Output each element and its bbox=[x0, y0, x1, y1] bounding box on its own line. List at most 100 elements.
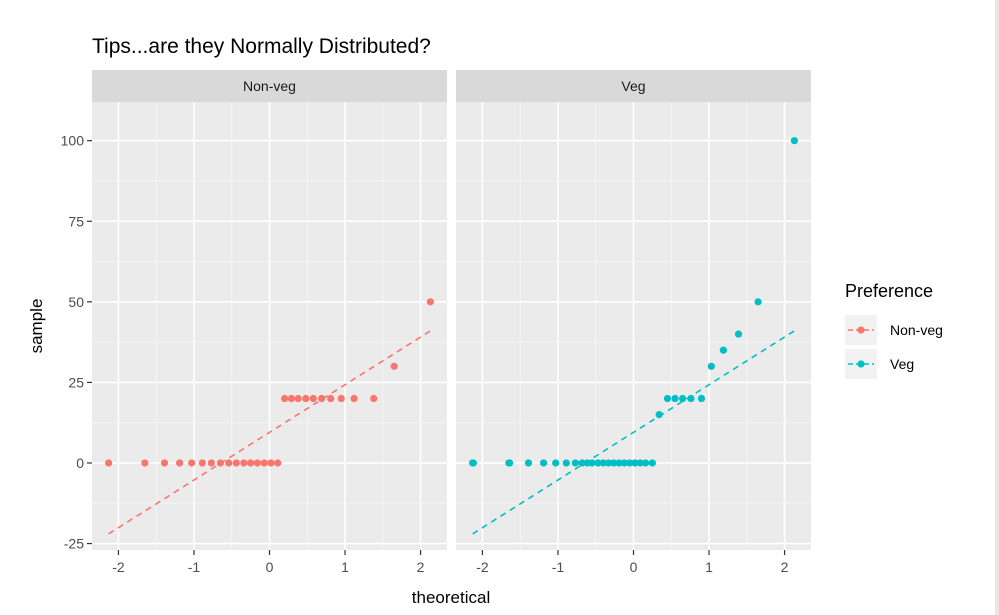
data-point-veg bbox=[524, 459, 533, 467]
data-point-non-veg bbox=[253, 459, 262, 467]
legend-title: Preference bbox=[845, 281, 933, 301]
data-point-veg bbox=[631, 459, 639, 467]
data-point-veg bbox=[655, 411, 663, 419]
data-point-non-veg bbox=[207, 459, 215, 467]
data-point-non-veg bbox=[232, 459, 240, 467]
data-point-non-veg bbox=[188, 459, 196, 467]
data-point-non-veg bbox=[176, 459, 184, 467]
data-point-veg bbox=[663, 394, 672, 403]
data-point-veg bbox=[626, 459, 634, 467]
x-tick-label: 2 bbox=[781, 559, 789, 575]
data-point-veg bbox=[588, 459, 596, 467]
strip-background-non-veg bbox=[92, 70, 447, 102]
data-point-veg bbox=[641, 459, 650, 467]
x-tick-label: 2 bbox=[417, 559, 425, 575]
grid-veg bbox=[456, 102, 811, 550]
data-point-non-veg bbox=[267, 459, 275, 467]
reference-line-non-veg bbox=[108, 330, 431, 535]
legend-point-non-veg bbox=[857, 326, 865, 334]
data-point-veg bbox=[790, 137, 798, 145]
data-point-veg bbox=[594, 459, 602, 467]
points-non-veg bbox=[105, 298, 434, 467]
legend-label-veg: Veg bbox=[890, 356, 914, 372]
data-point-veg bbox=[707, 362, 715, 370]
data-point-veg bbox=[578, 459, 586, 467]
data-point-non-veg bbox=[294, 394, 302, 403]
y-axis: -25 0 25 50 75 100 bbox=[61, 133, 92, 552]
data-point-veg bbox=[506, 459, 514, 467]
panel-non-veg: Non-veg bbox=[92, 70, 447, 550]
reference-line-veg bbox=[472, 330, 795, 535]
y-tick-label: 75 bbox=[68, 213, 84, 229]
grid-non-veg bbox=[92, 102, 447, 550]
data-point-veg bbox=[620, 459, 629, 467]
panel-veg: Veg bbox=[456, 70, 811, 550]
y-tick-label: 25 bbox=[68, 374, 84, 390]
x-tick-label: -2 bbox=[476, 559, 489, 575]
data-point-veg bbox=[552, 459, 560, 467]
data-point-non-veg bbox=[302, 394, 310, 403]
data-point-veg bbox=[678, 394, 687, 403]
data-point-non-veg bbox=[141, 459, 149, 467]
data-point-veg bbox=[562, 459, 570, 467]
data-point-non-veg bbox=[247, 459, 255, 467]
data-point-non-veg bbox=[225, 459, 233, 467]
data-point-non-veg bbox=[337, 394, 345, 403]
points-veg bbox=[469, 137, 798, 467]
data-point-non-veg bbox=[318, 394, 326, 403]
data-point-veg bbox=[540, 459, 548, 467]
strip-label-veg: Veg bbox=[621, 78, 645, 94]
legend-point-veg bbox=[857, 360, 865, 368]
strip-background-veg bbox=[456, 70, 811, 102]
data-point-veg bbox=[636, 459, 644, 467]
chart-title: Tips...are they Normally Distributed? bbox=[92, 35, 431, 58]
data-point-veg bbox=[469, 459, 477, 467]
data-point-non-veg bbox=[198, 459, 206, 467]
x-tick-label: 0 bbox=[266, 559, 274, 575]
strip-label-non-veg: Non-veg bbox=[243, 78, 296, 94]
data-point-non-veg bbox=[160, 459, 169, 467]
y-tick-label: 0 bbox=[76, 455, 84, 471]
y-tick-label: 100 bbox=[61, 133, 85, 149]
data-point-non-veg bbox=[390, 362, 398, 370]
data-point-non-veg bbox=[350, 394, 358, 403]
x-axis: -2 -1 0 1 2 -2 -1 0 1 2 bbox=[112, 550, 789, 575]
data-point-veg bbox=[671, 394, 679, 403]
data-point-non-veg bbox=[105, 459, 113, 467]
data-point-veg bbox=[599, 459, 607, 467]
x-tick-label: 0 bbox=[630, 559, 638, 575]
y-axis-title: sample bbox=[27, 299, 46, 354]
data-point-non-veg bbox=[309, 394, 317, 403]
data-point-non-veg bbox=[287, 394, 296, 403]
data-point-veg bbox=[604, 459, 613, 467]
reference-line-non-veg bbox=[108, 330, 431, 535]
data-point-non-veg bbox=[274, 459, 282, 467]
data-point-non-veg bbox=[327, 394, 335, 403]
x-tick-label: -1 bbox=[188, 559, 201, 575]
x-tick-label: -1 bbox=[552, 559, 565, 575]
reference-line-veg bbox=[472, 330, 795, 535]
data-point-non-veg bbox=[260, 459, 268, 467]
legend: Preference Non-veg Veg bbox=[845, 281, 943, 379]
legend-label-non-veg: Non-veg bbox=[890, 322, 943, 338]
x-tick-label: 1 bbox=[705, 559, 713, 575]
data-point-veg bbox=[754, 298, 762, 306]
data-point-non-veg bbox=[426, 298, 434, 306]
data-point-veg bbox=[610, 459, 618, 467]
data-point-veg bbox=[697, 394, 706, 403]
data-point-veg bbox=[719, 346, 727, 354]
window-edge bbox=[995, 0, 999, 615]
data-point-veg bbox=[734, 330, 743, 338]
y-tick-label: 50 bbox=[68, 294, 84, 310]
data-point-non-veg bbox=[240, 459, 248, 467]
data-point-non-veg bbox=[281, 394, 289, 403]
data-point-veg bbox=[687, 394, 695, 403]
data-point-veg bbox=[571, 459, 579, 467]
data-point-veg bbox=[648, 459, 656, 467]
y-tick-label: -25 bbox=[64, 536, 84, 552]
legend-items: Non-veg Veg bbox=[845, 315, 943, 379]
data-point-veg bbox=[615, 459, 623, 467]
data-point-non-veg bbox=[370, 394, 378, 403]
x-axis-title: theoretical bbox=[412, 588, 490, 607]
